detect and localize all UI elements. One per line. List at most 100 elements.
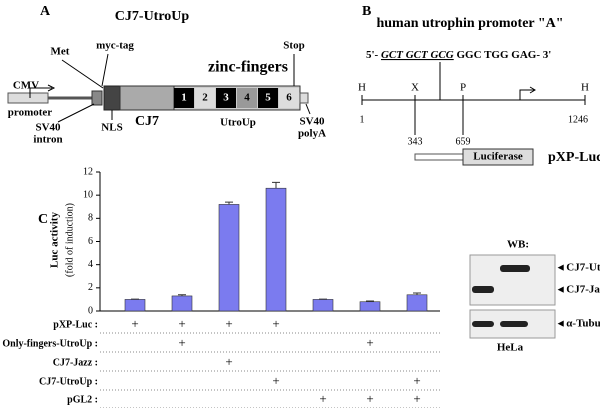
position: 1246 bbox=[568, 114, 588, 125]
domain-number: 1 bbox=[181, 92, 187, 104]
panel-b: B human utrophin promoter "A" 5'- GCT GC… bbox=[358, 4, 600, 166]
label: myc-tag bbox=[96, 40, 134, 52]
intron-box bbox=[91, 90, 103, 106]
condition-symbol: + bbox=[225, 354, 232, 369]
position: 1 bbox=[360, 114, 365, 125]
label: SV40 bbox=[299, 116, 325, 128]
panel-a: A CJ7-UtroUp 1 2 3 4 5 6 Met myc-tag zin… bbox=[7, 4, 326, 146]
insert bbox=[414, 153, 464, 161]
label: intron bbox=[33, 134, 62, 146]
label: Stop bbox=[283, 40, 304, 52]
condition-label: CJ7-UtroUp : bbox=[39, 376, 98, 387]
position: 343 bbox=[408, 136, 423, 147]
bar bbox=[359, 301, 381, 312]
condition-symbol: + bbox=[272, 373, 279, 388]
western-blot: WB: ◂ CJ7-UtroUp ◂ CJ7-Jazz ◂ α-Tubulin … bbox=[469, 239, 600, 354]
bar bbox=[171, 295, 193, 312]
blot-title: WB: bbox=[507, 239, 529, 251]
label: pXP-Luc bbox=[548, 150, 600, 165]
seq-part: GGC TGG GAG- 3' bbox=[456, 49, 551, 61]
bar bbox=[406, 294, 428, 312]
nls-box bbox=[103, 85, 121, 111]
condition-symbol: + bbox=[413, 391, 420, 406]
cj7-box bbox=[119, 85, 175, 111]
site-label: X bbox=[411, 82, 419, 94]
panel-letter: B bbox=[362, 4, 371, 19]
condition-symbol: + bbox=[366, 391, 373, 406]
condition-symbol: + bbox=[178, 335, 185, 350]
luciferase-box bbox=[462, 148, 534, 166]
pointer bbox=[101, 53, 109, 87]
site-label: H bbox=[581, 82, 589, 94]
zinc-finger bbox=[237, 88, 257, 108]
cell-line: HeLa bbox=[497, 342, 524, 354]
condition-label: CJ7-Jazz : bbox=[53, 357, 98, 368]
condition-label: pXP-Luc : bbox=[53, 319, 98, 330]
band bbox=[500, 265, 530, 272]
error-bar bbox=[366, 300, 374, 302]
pointer bbox=[305, 103, 311, 115]
promoter-arrow bbox=[29, 84, 56, 98]
zinc-finger bbox=[258, 88, 278, 108]
y-axis-subtitle: (fold of induction) bbox=[64, 203, 75, 277]
zinc-finger bbox=[195, 88, 215, 108]
bar bbox=[218, 204, 240, 312]
sequence: 5'- GCT GCT GCG GGC TGG GAG- 3' bbox=[366, 49, 551, 61]
condition-symbol: + bbox=[319, 391, 326, 406]
y-tick-label: 6 bbox=[88, 236, 93, 247]
band bbox=[500, 321, 528, 327]
label: zinc-fingers bbox=[208, 59, 288, 76]
domain-number: 2 bbox=[202, 92, 208, 104]
error-bar bbox=[178, 294, 186, 296]
label: CMV bbox=[13, 80, 39, 92]
panel-c: C Luc activity (fold of induction) 0 2 4 6 8… bbox=[2, 166, 440, 408]
seq-site: GCT GCT GCG bbox=[381, 49, 454, 61]
label: Met bbox=[51, 46, 70, 58]
bar bbox=[265, 187, 287, 312]
condition-symbol: + bbox=[178, 316, 185, 331]
y-tick-label: 10 bbox=[83, 189, 93, 200]
condition-symbol: + bbox=[366, 335, 373, 350]
y-tick-label: 0 bbox=[88, 305, 93, 316]
pointer bbox=[61, 59, 104, 89]
domain-number: 3 bbox=[223, 92, 229, 104]
label: NLS bbox=[101, 122, 122, 134]
error-bar bbox=[413, 292, 421, 295]
panel-title: CJ7-UtroUp bbox=[115, 9, 190, 24]
band-label: ◂ CJ7-UtroUp bbox=[557, 262, 600, 274]
domain-number: 4 bbox=[244, 92, 250, 104]
blot-image bbox=[469, 254, 556, 306]
domain-number: 6 bbox=[286, 92, 292, 104]
pointer bbox=[57, 103, 95, 123]
label: CJ7 bbox=[135, 114, 159, 129]
zinc-finger bbox=[174, 88, 194, 108]
bar bbox=[312, 299, 334, 312]
polya-box bbox=[299, 92, 309, 104]
label: polyA bbox=[298, 128, 326, 140]
band-label: ◂ CJ7-Jazz bbox=[557, 284, 600, 296]
site-label: H bbox=[358, 82, 366, 94]
panel-letter: C bbox=[38, 212, 48, 227]
label: promoter bbox=[8, 107, 53, 119]
y-tick-label: 12 bbox=[83, 166, 93, 177]
bar bbox=[124, 299, 146, 312]
zinc-finger bbox=[216, 88, 236, 108]
position: 659 bbox=[456, 136, 471, 147]
zinc-finger bbox=[279, 88, 299, 108]
cmv-box bbox=[7, 92, 49, 104]
tss-arrow bbox=[519, 86, 536, 100]
band bbox=[472, 286, 494, 293]
y-tick-label: 4 bbox=[88, 259, 93, 270]
error-bar bbox=[225, 201, 233, 205]
panel-letter: A bbox=[40, 4, 51, 19]
y-tick-label: 8 bbox=[88, 213, 93, 224]
y-axis-title: Luc activity bbox=[49, 212, 61, 268]
error-bar bbox=[272, 181, 280, 189]
seq-part: 5'- bbox=[366, 49, 379, 61]
condition-symbol: + bbox=[272, 316, 279, 331]
condition-label: pGL2 : bbox=[67, 394, 98, 405]
y-tick-label: 2 bbox=[88, 282, 93, 293]
band-label: ◂ α-Tubulin bbox=[557, 318, 600, 330]
domain-number: 5 bbox=[265, 92, 271, 104]
